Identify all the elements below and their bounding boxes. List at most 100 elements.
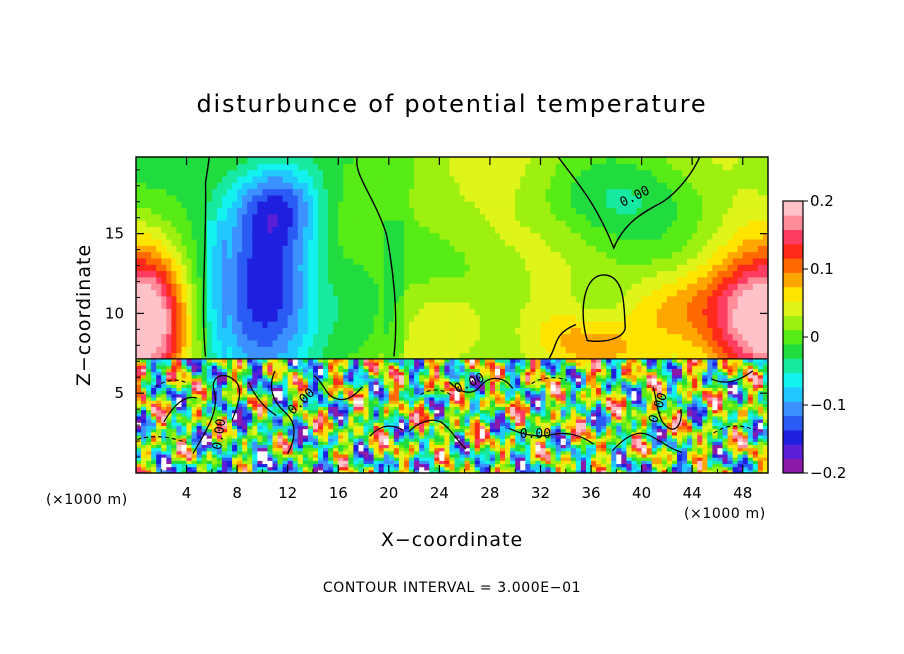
- field-cell: [464, 188, 471, 196]
- field-cell: [272, 314, 279, 322]
- field-cell: [272, 400, 279, 404]
- field-cell: [500, 226, 506, 234]
- field-cell: [338, 333, 344, 341]
- field-cell: [363, 463, 370, 468]
- field-cell: [221, 362, 228, 366]
- field-cell: [206, 425, 213, 430]
- field-cell: [409, 213, 415, 221]
- field-cell: [363, 188, 370, 196]
- field-cell: [242, 453, 248, 458]
- field-cell: [479, 321, 486, 328]
- field-cell: [383, 182, 390, 190]
- field-cell: [141, 415, 147, 420]
- field-cell: [378, 169, 385, 177]
- field-cell: [186, 194, 193, 202]
- field-cell: [414, 444, 420, 449]
- field-cell: [393, 362, 400, 366]
- field-cell: [328, 362, 334, 366]
- field-cell: [378, 422, 385, 426]
- field-cell: [464, 213, 471, 221]
- field-cell: [211, 374, 218, 379]
- field-cell: [302, 207, 309, 215]
- field-cell: [338, 457, 344, 461]
- field-cell: [318, 283, 324, 291]
- field-cell: [297, 352, 304, 360]
- field-cell: [171, 352, 177, 360]
- field-cell: [267, 390, 274, 395]
- field-cell: [166, 194, 172, 202]
- field-cell: [484, 289, 491, 297]
- field-cell: [181, 393, 188, 398]
- field-cell: [287, 431, 294, 436]
- field-cell: [302, 257, 309, 265]
- field-cell: [161, 450, 167, 455]
- field-cell: [307, 457, 314, 461]
- field-cell: [343, 302, 349, 309]
- field-cell: [206, 466, 213, 471]
- field-cell: [282, 157, 289, 164]
- field-cell: [444, 444, 451, 449]
- field-cell: [474, 403, 481, 407]
- field-cell: [282, 213, 289, 221]
- field-cell: [494, 358, 501, 363]
- field-cell: [211, 419, 218, 423]
- field-cell: [439, 403, 445, 407]
- field-cell: [196, 387, 203, 392]
- field-cell: [424, 438, 430, 442]
- field-cell: [161, 295, 167, 303]
- field-cell: [181, 425, 188, 430]
- field-cell: [272, 396, 279, 401]
- field-cell: [353, 163, 360, 171]
- field-cell: [186, 207, 193, 215]
- field-cell: [206, 419, 213, 423]
- field-cell: [186, 425, 193, 430]
- field-cell: [343, 175, 349, 183]
- field-cell: [328, 358, 334, 363]
- field-cell: [191, 396, 198, 401]
- field-cell: [171, 422, 177, 426]
- field-cell: [454, 453, 461, 458]
- field-cell: [302, 415, 309, 420]
- field-cell: [146, 412, 152, 417]
- field-cell: [247, 390, 253, 395]
- field-cell: [388, 295, 395, 303]
- field-cell: [206, 333, 213, 341]
- field-cell: [333, 283, 339, 291]
- field-cell: [449, 201, 456, 209]
- field-cell: [227, 327, 233, 335]
- field-cell: [201, 425, 208, 430]
- field-cell: [368, 409, 375, 414]
- field-cell: [363, 387, 370, 392]
- field-cell: [136, 314, 142, 322]
- field-cell: [221, 352, 228, 360]
- field-cell: [206, 441, 213, 446]
- field-cell: [348, 438, 354, 442]
- field-cell: [444, 346, 451, 354]
- field-cell: [196, 428, 203, 433]
- field-cell: [257, 169, 263, 177]
- field-cell: [211, 438, 218, 442]
- field-cell: [393, 201, 400, 209]
- field-cell: [307, 257, 314, 265]
- field-cell: [161, 365, 167, 369]
- field-cell: [166, 419, 172, 423]
- field-cell: [398, 194, 405, 202]
- field-cell: [444, 295, 451, 303]
- field-cell: [272, 434, 279, 439]
- field-cell: [171, 245, 177, 253]
- field-cell: [459, 374, 466, 379]
- field-cell: [449, 327, 456, 335]
- field-cell: [171, 308, 177, 316]
- field-cell: [272, 460, 279, 465]
- field-cell: [221, 368, 228, 373]
- field-cell: [161, 207, 167, 215]
- field-cell: [146, 460, 152, 465]
- field-cell: [363, 362, 370, 366]
- field-cell: [373, 362, 380, 366]
- field-cell: [454, 295, 461, 303]
- field-cell: [312, 169, 319, 177]
- field-cell: [237, 374, 243, 379]
- field-cell: [206, 368, 213, 373]
- field-cell: [363, 232, 370, 240]
- field-cell: [166, 428, 172, 433]
